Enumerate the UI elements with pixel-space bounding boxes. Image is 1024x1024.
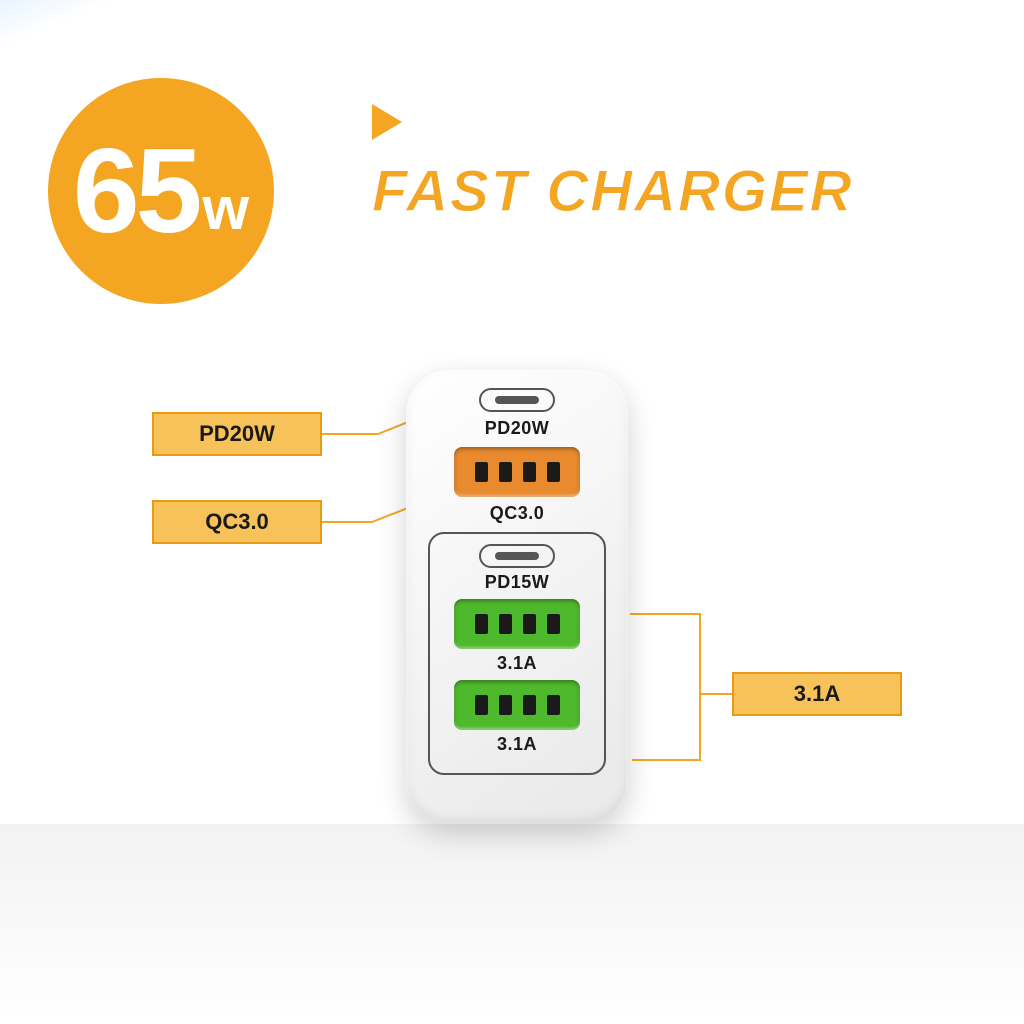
play-icon (372, 104, 402, 140)
callout-label: PD20W (199, 421, 275, 447)
power-value: 65 (73, 131, 198, 251)
usb-c-port-group (479, 544, 555, 568)
shared-port-group: PD15W 3.1A 3.1A (428, 532, 606, 775)
port-label-pd20w: PD20W (428, 418, 606, 439)
light-beam (0, 0, 1024, 74)
usb-a-port-green-2 (454, 680, 580, 730)
port-label-31a-1: 3.1A (438, 653, 596, 674)
callout-31a: 3.1A (732, 672, 902, 716)
title-block: FAST CHARGER (372, 104, 854, 225)
usb-a-port-green-1 (454, 599, 580, 649)
usb-c-port-top (479, 388, 555, 412)
port-label-31a-2: 3.1A (438, 734, 596, 755)
callout-pd20w: PD20W (152, 412, 322, 456)
charger-device: PD20W QC3.0 PD15W 3.1A 3.1A (406, 370, 628, 824)
callout-label: QC3.0 (205, 509, 269, 535)
power-badge: 65 w (48, 78, 274, 304)
port-label-pd15w: PD15W (438, 572, 596, 593)
callout-label: 3.1A (794, 681, 840, 707)
callout-qc30: QC3.0 (152, 500, 322, 544)
page-title: FAST CHARGER (372, 158, 854, 225)
power-unit: w (202, 174, 249, 243)
usb-a-port-orange (454, 447, 580, 497)
port-label-qc30: QC3.0 (428, 503, 606, 524)
floor-reflection (0, 824, 1024, 1024)
